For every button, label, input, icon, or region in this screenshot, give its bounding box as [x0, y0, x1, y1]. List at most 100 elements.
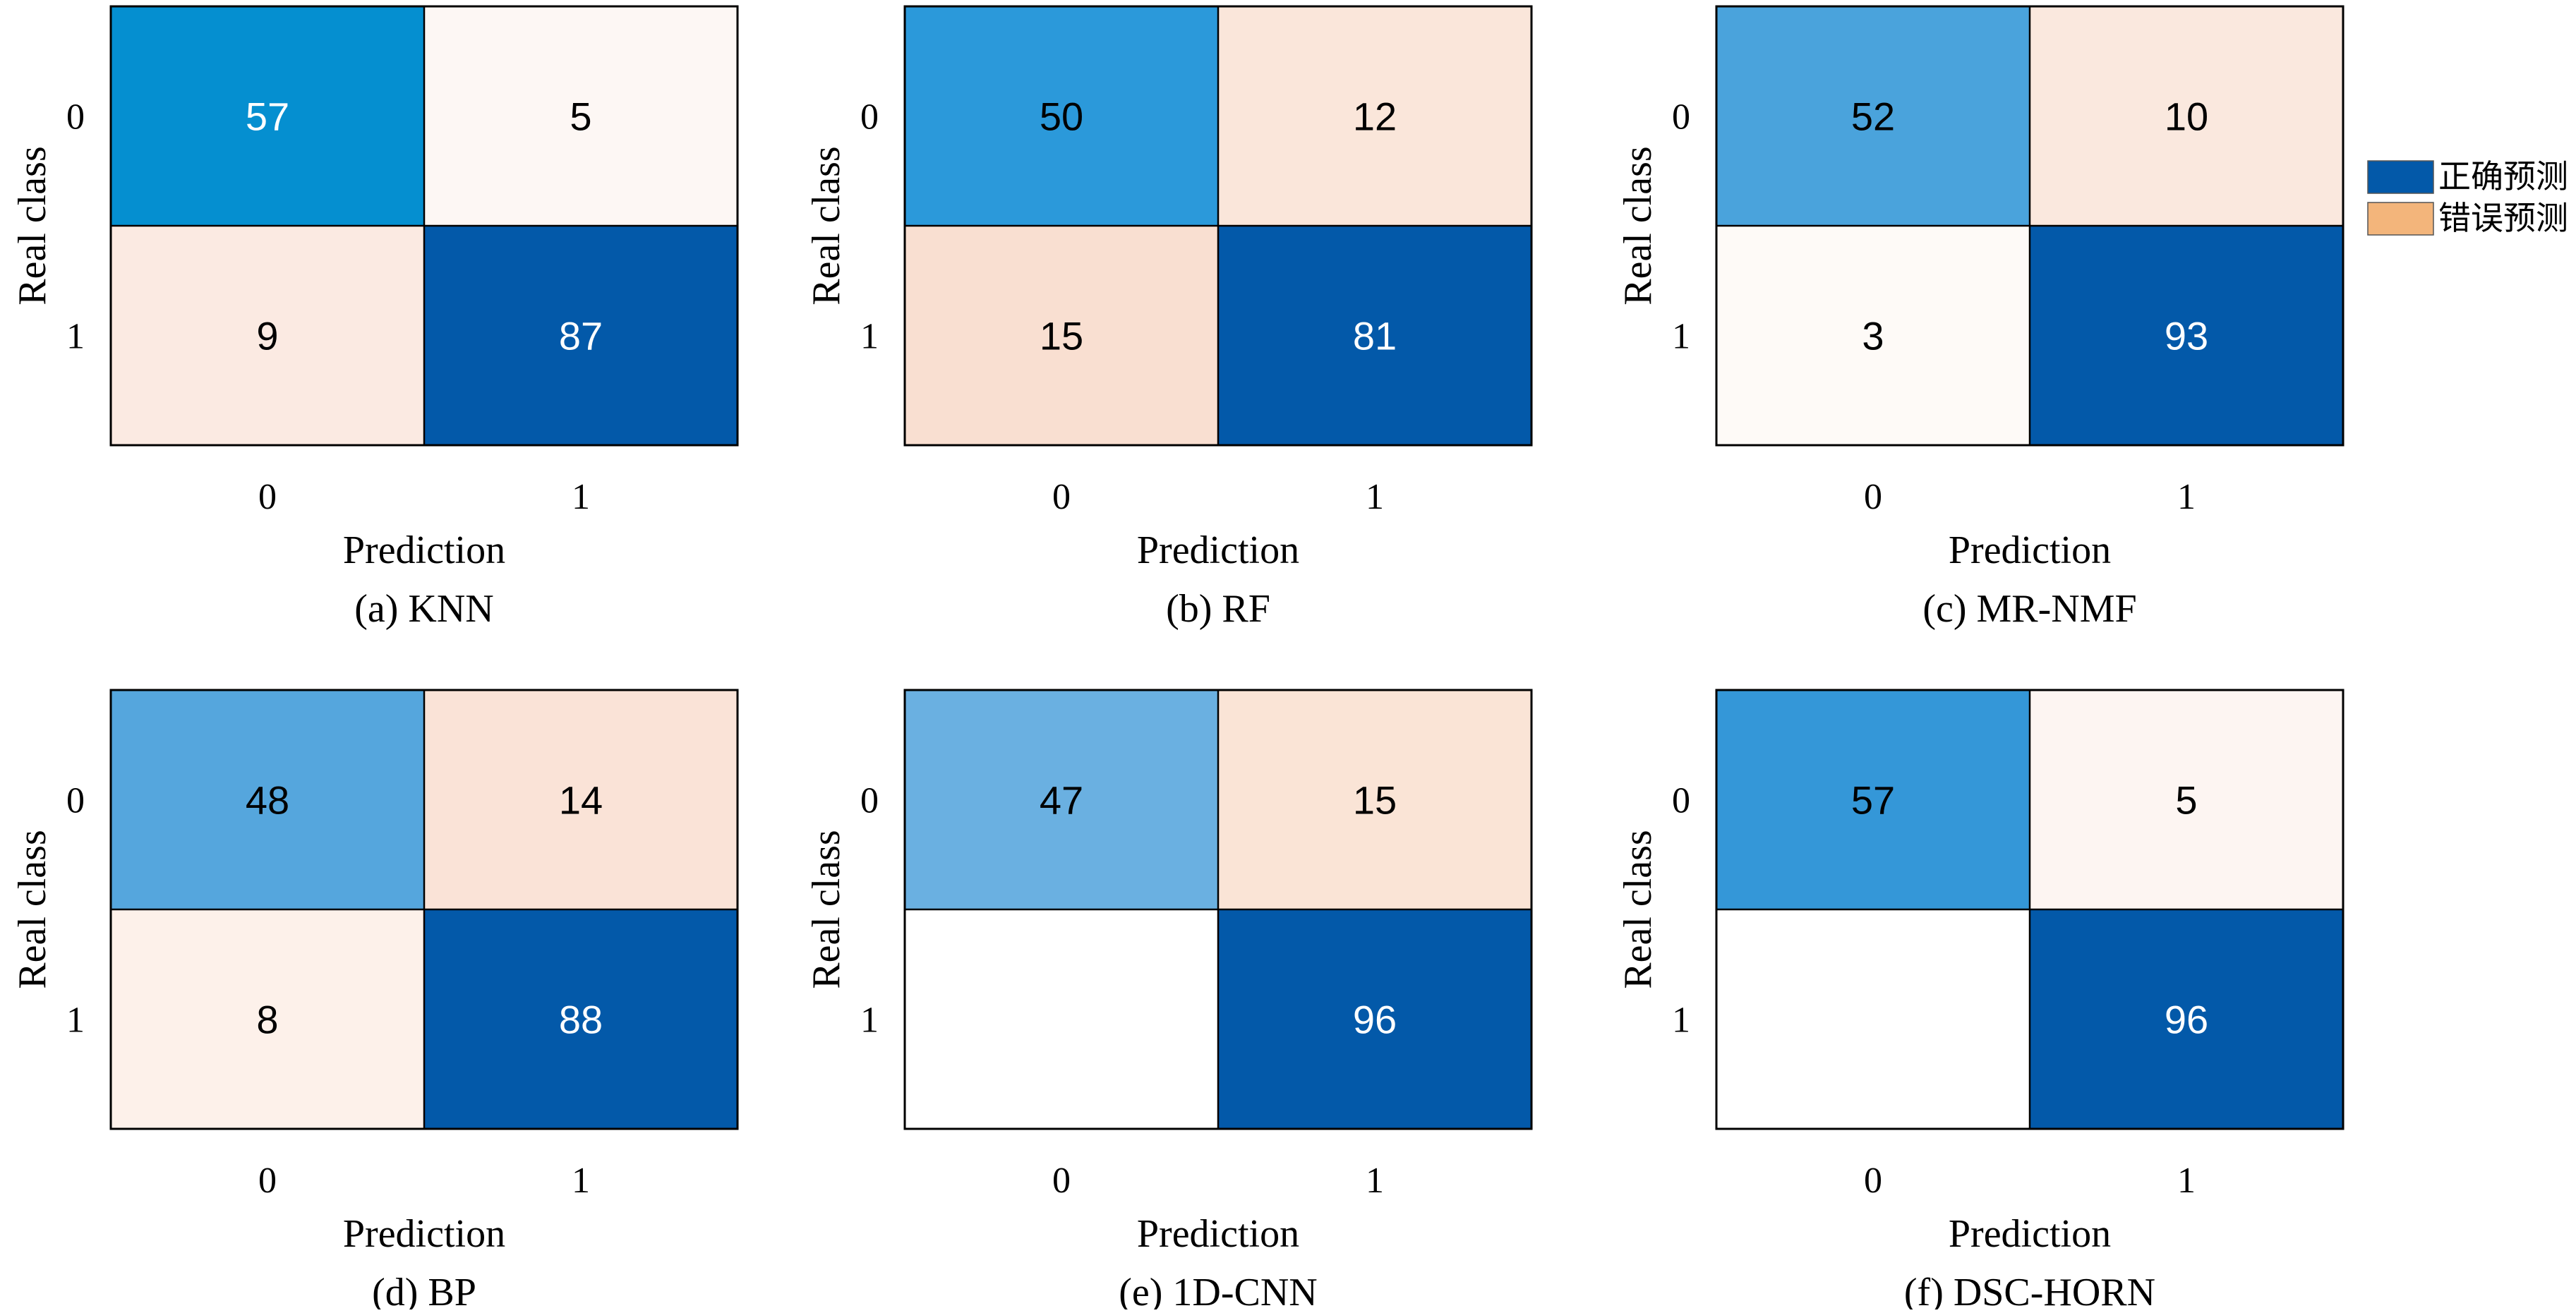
matrix-cell	[2030, 690, 2343, 909]
x-tick-label: 0	[258, 477, 277, 517]
cell-value-label: 14	[559, 778, 603, 823]
cell-value-label: 9	[256, 314, 278, 358]
panel-caption: (a) KNN	[354, 587, 493, 631]
cell-value-label: 47	[1040, 778, 1083, 823]
cell-value-label: 52	[1851, 95, 1895, 139]
y-axis-label: Real class	[805, 146, 848, 305]
cell-value-label: 5	[570, 95, 591, 139]
cell-value-label: 93	[2165, 314, 2208, 358]
x-tick-label: 1	[572, 477, 590, 517]
matrix-cell	[905, 6, 1218, 226]
cell-value-label: 96	[1353, 998, 1397, 1042]
x-axis-label: Prediction	[1137, 1212, 1299, 1256]
y-axis-label: Real class	[11, 146, 54, 305]
panel-caption: (f) DSC-HORN	[1904, 1271, 2155, 1309]
y-tick-label: 0	[860, 781, 879, 821]
cell-value-label: 15	[1040, 314, 1083, 358]
y-tick-label: 1	[66, 317, 85, 357]
y-tick-label: 0	[66, 781, 85, 821]
y-tick-label: 1	[860, 1000, 879, 1041]
x-tick-label: 1	[2177, 1161, 2196, 1201]
confusion-matrix-panel: 57 5 9 87 0 1 0 1 Prediction Real class (a) KNN	[11, 5, 739, 631]
x-tick-label: 0	[1052, 477, 1071, 517]
y-tick-label: 1	[66, 1000, 85, 1041]
y-tick-label: 0	[66, 97, 85, 138]
x-tick-label: 0	[1864, 477, 1882, 517]
confusion-matrix-panel: 57 5 96 0 1 0 1 Prediction Real class (f) DSC-HOR…	[1616, 689, 2345, 1313]
legend-label: 正确预测	[2438, 159, 2568, 195]
panel-caption: (d) BP	[372, 1271, 476, 1309]
matrix-border	[1715, 5, 2345, 447]
x-axis-label: Prediction	[1949, 528, 2111, 572]
y-tick-label: 1	[1672, 317, 1690, 357]
x-tick-label: 1	[2177, 477, 2196, 517]
matrix-cell	[2030, 6, 2343, 226]
matrix-cell	[2030, 909, 2343, 1129]
x-tick-label: 0	[1864, 1161, 1882, 1201]
cell-value-label: 15	[1353, 778, 1397, 823]
cell-value-label: 57	[1851, 778, 1895, 823]
matrix-border	[903, 5, 1533, 447]
y-axis-label: Real class	[805, 830, 848, 988]
cell-value-label: 12	[1353, 95, 1397, 139]
x-tick-label: 0	[1052, 1161, 1071, 1201]
x-tick-label: 1	[1366, 477, 1384, 517]
matrix-cell	[111, 6, 424, 226]
matrix-cell	[111, 226, 424, 445]
cell-value-label: 87	[559, 314, 603, 358]
matrix-cell	[111, 909, 424, 1129]
y-tick-label: 0	[1672, 97, 1690, 138]
y-tick-label: 1	[1672, 1000, 1690, 1041]
y-axis-label: Real class	[1616, 146, 1660, 305]
matrix-border	[1715, 689, 2345, 1130]
panel-caption: (b) RF	[1166, 587, 1270, 631]
matrix-cell	[1218, 6, 1531, 226]
cell-value-label: 96	[2165, 998, 2208, 1042]
cell-value-label: 3	[1862, 314, 1884, 358]
x-axis-label: Prediction	[1137, 528, 1299, 572]
panel-caption: (e) 1D-CNN	[1119, 1271, 1317, 1309]
legend-swatch	[2367, 202, 2434, 236]
y-axis-label: Real class	[11, 830, 54, 988]
matrix-border	[109, 689, 739, 1130]
matrix-cell	[424, 909, 738, 1129]
cell-value-label: 88	[559, 998, 603, 1042]
y-tick-label: 0	[1672, 781, 1690, 821]
matrix-cell	[111, 690, 424, 909]
matrix-cell	[905, 909, 1218, 1129]
y-tick-label: 1	[860, 317, 879, 357]
cell-value-label: 10	[2165, 95, 2208, 139]
x-axis-label: Prediction	[1949, 1212, 2111, 1256]
panel-caption: (c) MR-NMF	[1922, 587, 2136, 631]
matrix-cell	[424, 6, 738, 226]
cell-value-label: 81	[1353, 314, 1397, 358]
matrix-cell	[1218, 690, 1531, 909]
x-axis-label: Prediction	[343, 528, 505, 572]
matrix-border	[109, 5, 739, 447]
matrix-cell	[1716, 909, 2030, 1129]
y-axis-label: Real class	[1616, 830, 1660, 988]
x-tick-label: 1	[1366, 1161, 1384, 1201]
matrix-cell	[1716, 226, 2030, 445]
x-tick-label: 1	[572, 1161, 590, 1201]
matrix-cell	[905, 690, 1218, 909]
matrix-cell	[1716, 6, 2030, 226]
matrix-border	[903, 689, 1533, 1130]
matrix-cell	[1218, 909, 1531, 1129]
matrix-cell	[1716, 690, 2030, 909]
cell-value-label: 8	[256, 998, 278, 1042]
matrix-cell	[1218, 226, 1531, 445]
x-tick-label: 0	[258, 1161, 277, 1201]
legend-swatch	[2367, 160, 2434, 194]
cell-value-label: 50	[1040, 95, 1083, 139]
matrix-cell	[2030, 226, 2343, 445]
cell-value-label: 57	[246, 95, 289, 139]
matrix-cell	[905, 226, 1218, 445]
legend-label: 错误预测	[2438, 200, 2568, 236]
cell-value-label: 48	[246, 778, 289, 823]
cell-value-label: 5	[2175, 778, 2197, 823]
